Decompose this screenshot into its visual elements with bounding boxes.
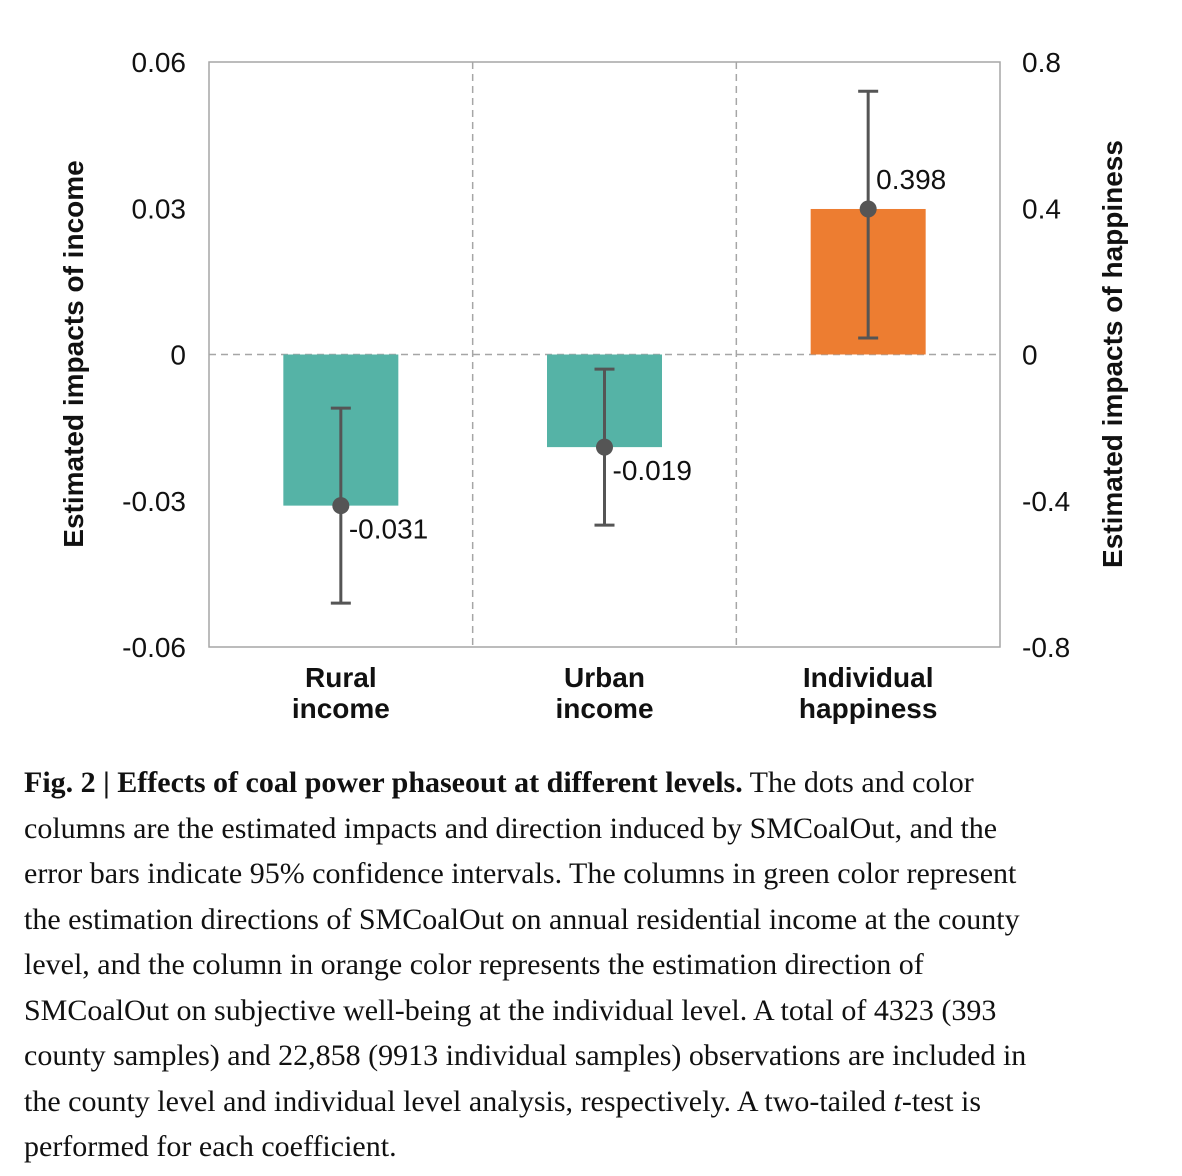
y-axis-right-title: Estimated impacts of happiness: [1097, 140, 1128, 568]
category-label-line: income: [555, 693, 653, 724]
caption-line: The dots and color: [742, 766, 974, 799]
caption-t-suffix: -test is: [901, 1084, 982, 1118]
category-label: Individual happiness: [799, 662, 937, 724]
caption-line: level, and the column in orange color re…: [24, 948, 924, 981]
caption-line: the estimation directions of SMCoalOut o…: [24, 902, 1020, 936]
category-label: Urban income: [555, 662, 653, 724]
caption-line: county samples) and 22,858 (9913 individ…: [24, 1039, 1027, 1072]
caption-t-symbol: t: [893, 1084, 902, 1118]
data-label: -0.031: [349, 514, 428, 545]
grid-layer: [209, 62, 1000, 647]
category-label-line: Urban: [564, 662, 645, 693]
y-right-tick-label: 0: [1022, 340, 1038, 371]
y-right-tick-label: -0.4: [1022, 486, 1070, 517]
estimate-point: [332, 497, 350, 515]
data-label: -0.019: [613, 455, 692, 486]
y-left-tick-label: -0.03: [122, 486, 186, 517]
y-right-tick-label: 0.4: [1022, 193, 1061, 224]
y-right-tick-label: -0.8: [1022, 632, 1070, 663]
caption-line: columns are the estimated impacts and di…: [24, 811, 998, 845]
caption-lead: Fig. 2 | Effects of coal power phaseout …: [24, 766, 743, 799]
y-left-tick-label: -0.06: [122, 632, 186, 663]
y-left-tick-label: 0: [170, 340, 186, 371]
y-right-tick-label: 0.8: [1022, 47, 1061, 78]
estimate-point: [596, 438, 613, 456]
estimate-point: [859, 200, 877, 218]
y-left-tick-label: 0.03: [132, 193, 187, 224]
data-labels: -0.031 -0.019 0.398: [349, 164, 946, 545]
category-label-line: happiness: [799, 693, 937, 724]
data-label: 0.398: [876, 164, 946, 195]
left-axis-ticks: -0.06 -0.03 0 0.03 0.06: [122, 47, 186, 663]
caption-line: performed for each coefficient.: [24, 1130, 397, 1163]
plot-frame: [208, 61, 1001, 648]
y-left-tick-label: 0.06: [132, 47, 187, 78]
figure-caption: Fig. 2 | Effects of coal power phaseout …: [24, 760, 1164, 1170]
caption-line: the county level and individual level an…: [24, 1084, 894, 1118]
category-label: Rural income: [292, 662, 390, 724]
category-label-line: Individual: [803, 662, 934, 693]
caption-line: error bars indicate 95% confidence inter…: [24, 857, 1017, 890]
error-layer: [330, 89, 879, 605]
y-axis-left-title: Estimated impacts of income: [58, 160, 89, 547]
caption-line: SMCoalOut on subjective well-being at th…: [24, 993, 997, 1027]
right-axis-ticks: -0.8 -0.4 0 0.4 0.8: [1022, 47, 1070, 663]
chart: -0.06 -0.03 0 0.03 0.06 -0.8 -0.4 0 0.4 0.8 Rura…: [58, 47, 1128, 724]
category-label-line: income: [292, 693, 390, 724]
category-label-line: Rural: [305, 662, 377, 693]
